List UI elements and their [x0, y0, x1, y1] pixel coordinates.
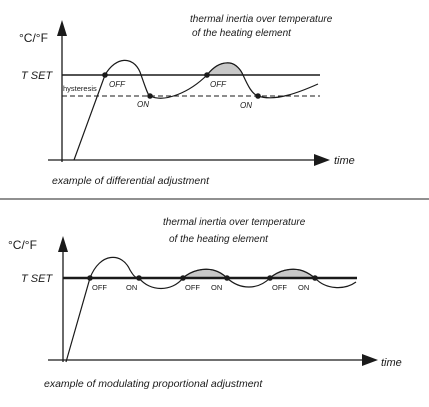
bottom-x-arrow — [362, 354, 378, 366]
top-caption: example of differential adjustment — [52, 175, 210, 187]
bottom-inertia-line2: of the heating element — [169, 234, 269, 245]
top-inertia-line1: thermal inertia over temperature — [190, 14, 333, 25]
bottom-y-arrow — [58, 236, 68, 252]
bottom-off-point-1 — [87, 275, 93, 281]
top-on-label-2: ON — [240, 101, 252, 110]
top-hysteresis-label: hysteresis — [63, 84, 97, 93]
bottom-off-point-3 — [267, 275, 273, 281]
top-on-point-2 — [255, 93, 261, 99]
bottom-on-point-1 — [136, 275, 142, 281]
top-set-label: T SET — [21, 70, 53, 82]
bottom-off-label-2: OFF — [185, 283, 200, 292]
bottom-caption: example of modulating proportional adjus… — [44, 378, 263, 390]
top-unit-label: °C/°F — [19, 31, 48, 45]
bottom-set-label: T SET — [21, 273, 53, 285]
top-off-point-2 — [204, 72, 210, 78]
proportional-diagram: °C/°F T SET OFF ON OFF ON OFF ON thermal… — [8, 217, 402, 390]
top-on-label-1: ON — [137, 100, 149, 109]
bottom-on-label-1: ON — [126, 283, 137, 292]
top-on-point-1 — [147, 93, 153, 99]
bottom-inertia-line1: thermal inertia over temperature — [163, 217, 306, 228]
top-off-label-2: OFF — [210, 80, 227, 89]
bottom-off-point-2 — [180, 275, 186, 281]
bottom-time-label: time — [381, 357, 402, 369]
bottom-on-point-3 — [312, 275, 318, 281]
top-inertia-line2: of the heating element — [192, 28, 292, 39]
top-y-arrow — [57, 20, 67, 36]
bottom-on-label-3: ON — [298, 283, 309, 292]
bottom-unit-label: °C/°F — [8, 238, 37, 252]
bottom-on-label-2: ON — [211, 283, 222, 292]
top-off-point-1 — [102, 72, 108, 78]
bottom-off-label-1: OFF — [92, 283, 107, 292]
differential-diagram: °C/°F T SET hysteresis OFF ON OFF ON the… — [19, 14, 355, 187]
top-time-label: time — [334, 155, 355, 167]
top-x-arrow — [314, 154, 330, 166]
top-off-label-1: OFF — [109, 80, 126, 89]
bottom-temperature-curve — [65, 256, 357, 363]
bottom-on-point-2 — [224, 275, 230, 281]
bottom-off-label-3: OFF — [272, 283, 287, 292]
